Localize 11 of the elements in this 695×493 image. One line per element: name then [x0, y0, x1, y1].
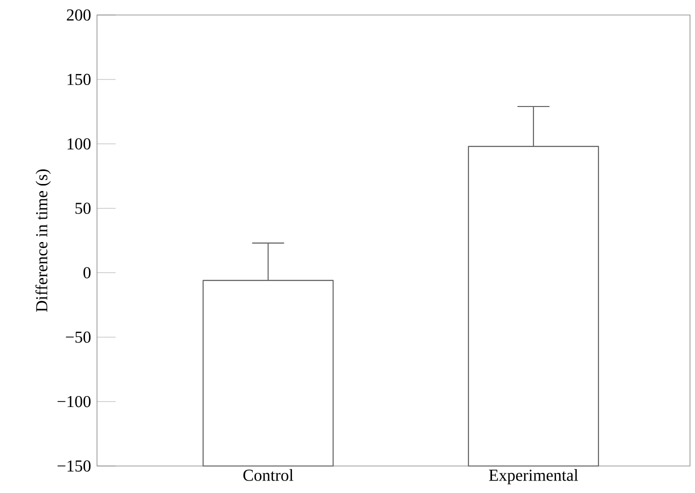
- x-tick-label: Experimental: [489, 469, 578, 484]
- y-tick-label: 0: [83, 267, 91, 278]
- y-tick-label: 50: [75, 202, 91, 214]
- y-axis-title: Difference in time (s): [35, 169, 51, 312]
- x-tick-label: Control: [243, 469, 294, 481]
- y-tick-label: 150: [68, 74, 91, 86]
- y-tick-label: −150: [58, 460, 91, 472]
- y-tick-label: −50: [66, 332, 91, 343]
- y-tick-label: 200: [66, 9, 91, 21]
- y-tick-label: −100: [58, 396, 91, 408]
- y-tick-label: 100: [68, 138, 91, 150]
